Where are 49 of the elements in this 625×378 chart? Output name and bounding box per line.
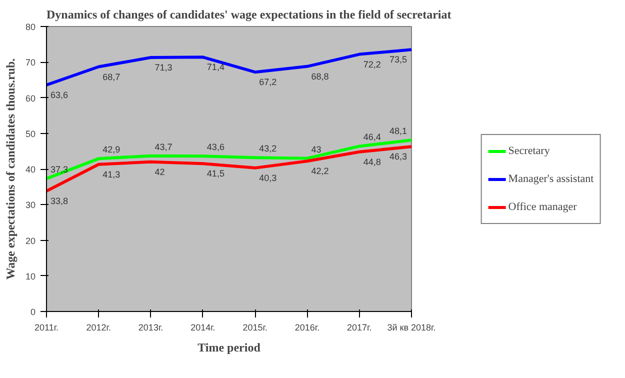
line-series <box>46 48 412 86</box>
data-label: 33,8 <box>50 196 68 206</box>
data-label: 46,3 <box>390 152 408 162</box>
y-tick-label: 30 <box>25 200 36 210</box>
x-tick-label: 2016г. <box>294 322 320 332</box>
y-tick-label: 40 <box>25 164 36 174</box>
y-tick-label: 50 <box>25 128 36 139</box>
x-tick-label: 2011г. <box>34 322 59 332</box>
y-tick-label: 60 <box>25 93 36 104</box>
data-label: 42,9 <box>102 144 120 155</box>
data-label: 68,8 <box>311 71 329 82</box>
data-label: 73,5 <box>390 54 408 65</box>
data-label: 43,7 <box>154 142 172 152</box>
x-tick-label: 2012г. <box>86 322 112 332</box>
data-label: 43,6 <box>206 142 224 152</box>
x-tick-label: 2014г. <box>190 322 216 332</box>
y-tick-label: 20 <box>25 236 36 246</box>
line-series <box>46 145 412 193</box>
legend-label: Secretary <box>508 145 550 157</box>
data-label: 71,4 <box>206 62 224 72</box>
data-label: 44,8 <box>363 156 381 167</box>
y-tick-label: 80 <box>25 22 36 32</box>
legend-label: Manager's assistant <box>508 173 594 185</box>
data-label: 40,3 <box>259 172 277 183</box>
x-tick-label: 3й кв 2018г. <box>387 322 436 332</box>
data-label: 72,2 <box>363 59 381 70</box>
data-label: 68,7 <box>102 72 120 82</box>
x-axis-title: Time period <box>198 340 261 354</box>
x-tick-label: 2015г. <box>242 322 268 332</box>
y-tick-label: 70 <box>25 58 36 68</box>
y-tick-label: 10 <box>25 271 36 282</box>
x-tick-label: 2013г. <box>138 322 164 332</box>
data-label: 63,6 <box>50 90 68 100</box>
chart-title: Dynamics of changes of candidates' wage expectations in the field of secretariat <box>46 8 452 22</box>
y-tick-label: 0 <box>30 307 36 317</box>
data-label: 71,3 <box>154 62 172 72</box>
data-label: 46,4 <box>363 132 381 142</box>
data-label: 37,3 <box>50 164 68 175</box>
data-label: 43,2 <box>259 144 277 154</box>
legend-label: Office manager <box>508 201 577 213</box>
data-label: 41,3 <box>102 169 120 180</box>
data-label: 42,2 <box>311 166 329 176</box>
data-label: 41,5 <box>206 168 224 179</box>
data-label: 42 <box>154 166 165 177</box>
y-axis-title: Wage expectations of candidates thous.rub. <box>3 58 18 280</box>
data-label: 43 <box>311 144 322 154</box>
data-label: 67,2 <box>259 77 277 88</box>
data-label: 48,1 <box>390 126 408 136</box>
x-tick-label: 2017г. <box>347 322 372 332</box>
